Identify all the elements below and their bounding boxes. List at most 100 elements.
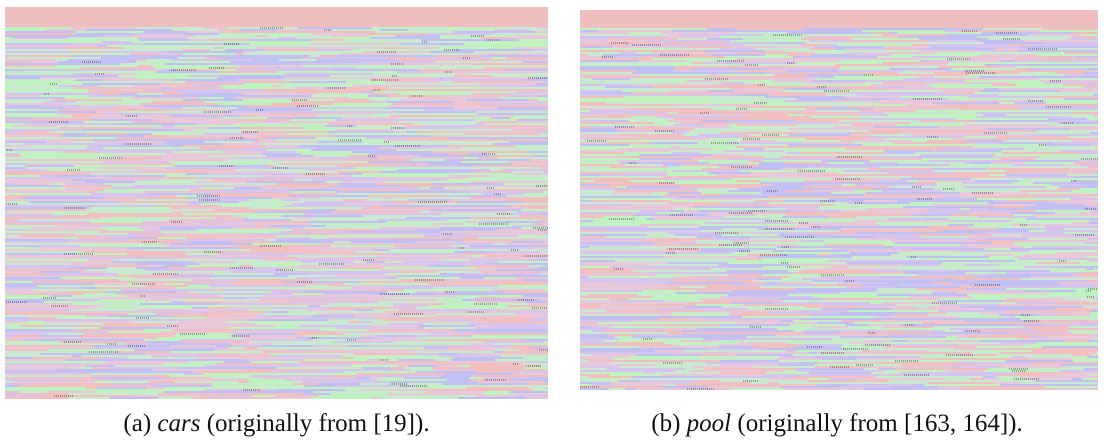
stripe xyxy=(490,179,548,181)
stripe xyxy=(659,196,679,198)
stripe xyxy=(383,267,478,269)
stripe xyxy=(5,81,95,83)
stripe xyxy=(58,53,130,55)
stripe xyxy=(849,70,905,72)
stripe xyxy=(248,147,317,149)
stripe xyxy=(809,372,859,374)
stripe xyxy=(643,64,681,66)
stripe xyxy=(470,191,543,193)
stripe xyxy=(669,74,710,76)
stripe xyxy=(223,151,264,153)
stripe xyxy=(19,361,96,363)
stripe xyxy=(429,283,442,285)
stripe xyxy=(982,32,1073,34)
stripe xyxy=(117,293,158,295)
stripe xyxy=(944,152,1002,154)
stripe xyxy=(580,184,609,186)
stripe xyxy=(1024,40,1047,42)
stripe xyxy=(328,123,384,125)
stripe xyxy=(181,111,222,113)
stripe xyxy=(1013,182,1033,184)
stripe xyxy=(525,367,548,369)
stripe xyxy=(164,233,251,235)
stripe xyxy=(946,278,954,280)
stripe xyxy=(102,371,194,373)
stripe xyxy=(691,28,707,30)
stripe xyxy=(746,70,789,72)
stripe xyxy=(668,44,744,46)
stripe xyxy=(347,345,366,347)
stripe xyxy=(108,331,160,333)
stripe xyxy=(5,165,25,167)
stripe xyxy=(355,309,373,311)
stripe xyxy=(245,347,258,349)
stripe xyxy=(718,96,765,98)
stripe xyxy=(464,157,478,159)
stripe xyxy=(646,40,730,42)
stripe xyxy=(343,263,387,265)
stripe xyxy=(339,171,380,173)
stripe xyxy=(178,367,246,369)
stripe xyxy=(580,244,657,246)
stripe xyxy=(143,43,202,45)
stripe xyxy=(777,358,822,360)
stripe xyxy=(454,291,504,293)
stripe xyxy=(702,310,798,312)
stripe xyxy=(232,283,255,285)
stripe xyxy=(466,165,474,167)
stripe xyxy=(222,87,279,89)
stripe xyxy=(834,144,862,146)
stripe xyxy=(469,377,483,379)
stripe xyxy=(255,211,331,213)
stripe xyxy=(739,188,833,190)
stripe xyxy=(664,300,704,302)
header-band xyxy=(5,7,548,27)
stripe xyxy=(613,326,659,328)
stripe xyxy=(73,303,85,305)
stripe xyxy=(812,356,898,358)
stripe xyxy=(833,188,863,190)
stripe xyxy=(620,366,692,368)
stripe xyxy=(809,40,850,42)
stripe xyxy=(200,187,234,189)
stripe xyxy=(722,234,779,236)
stripe xyxy=(399,99,466,101)
stripe xyxy=(442,195,463,197)
stripe xyxy=(580,66,676,68)
stripe xyxy=(185,33,219,35)
stripe xyxy=(441,81,453,83)
stripe xyxy=(1029,68,1098,70)
stripe xyxy=(267,257,297,259)
stripe xyxy=(325,207,362,209)
stripe xyxy=(157,165,174,167)
stripe xyxy=(916,306,930,308)
stripe xyxy=(434,65,484,67)
stripe xyxy=(5,387,86,389)
stripe xyxy=(63,243,159,245)
stripe xyxy=(381,205,417,207)
stripe xyxy=(70,239,128,241)
stripe xyxy=(443,231,522,233)
stripe xyxy=(356,125,405,127)
stripe xyxy=(171,89,263,91)
stripe xyxy=(580,306,597,308)
stripe xyxy=(1021,194,1098,196)
stripe xyxy=(443,397,458,399)
stripe xyxy=(927,40,980,42)
stripe xyxy=(842,184,856,186)
stripe xyxy=(1015,260,1089,262)
stripe xyxy=(5,103,66,105)
stripe xyxy=(485,67,545,69)
stripe xyxy=(492,243,507,245)
stripe xyxy=(1074,264,1098,266)
stripe xyxy=(485,341,544,343)
stripe xyxy=(852,38,919,40)
stripe xyxy=(851,226,930,228)
stripe xyxy=(736,146,814,148)
stripe xyxy=(236,91,289,93)
stripe xyxy=(164,141,204,143)
stripe xyxy=(612,192,653,194)
stripe xyxy=(926,48,995,50)
stripe xyxy=(83,219,169,221)
stripe xyxy=(256,115,317,117)
